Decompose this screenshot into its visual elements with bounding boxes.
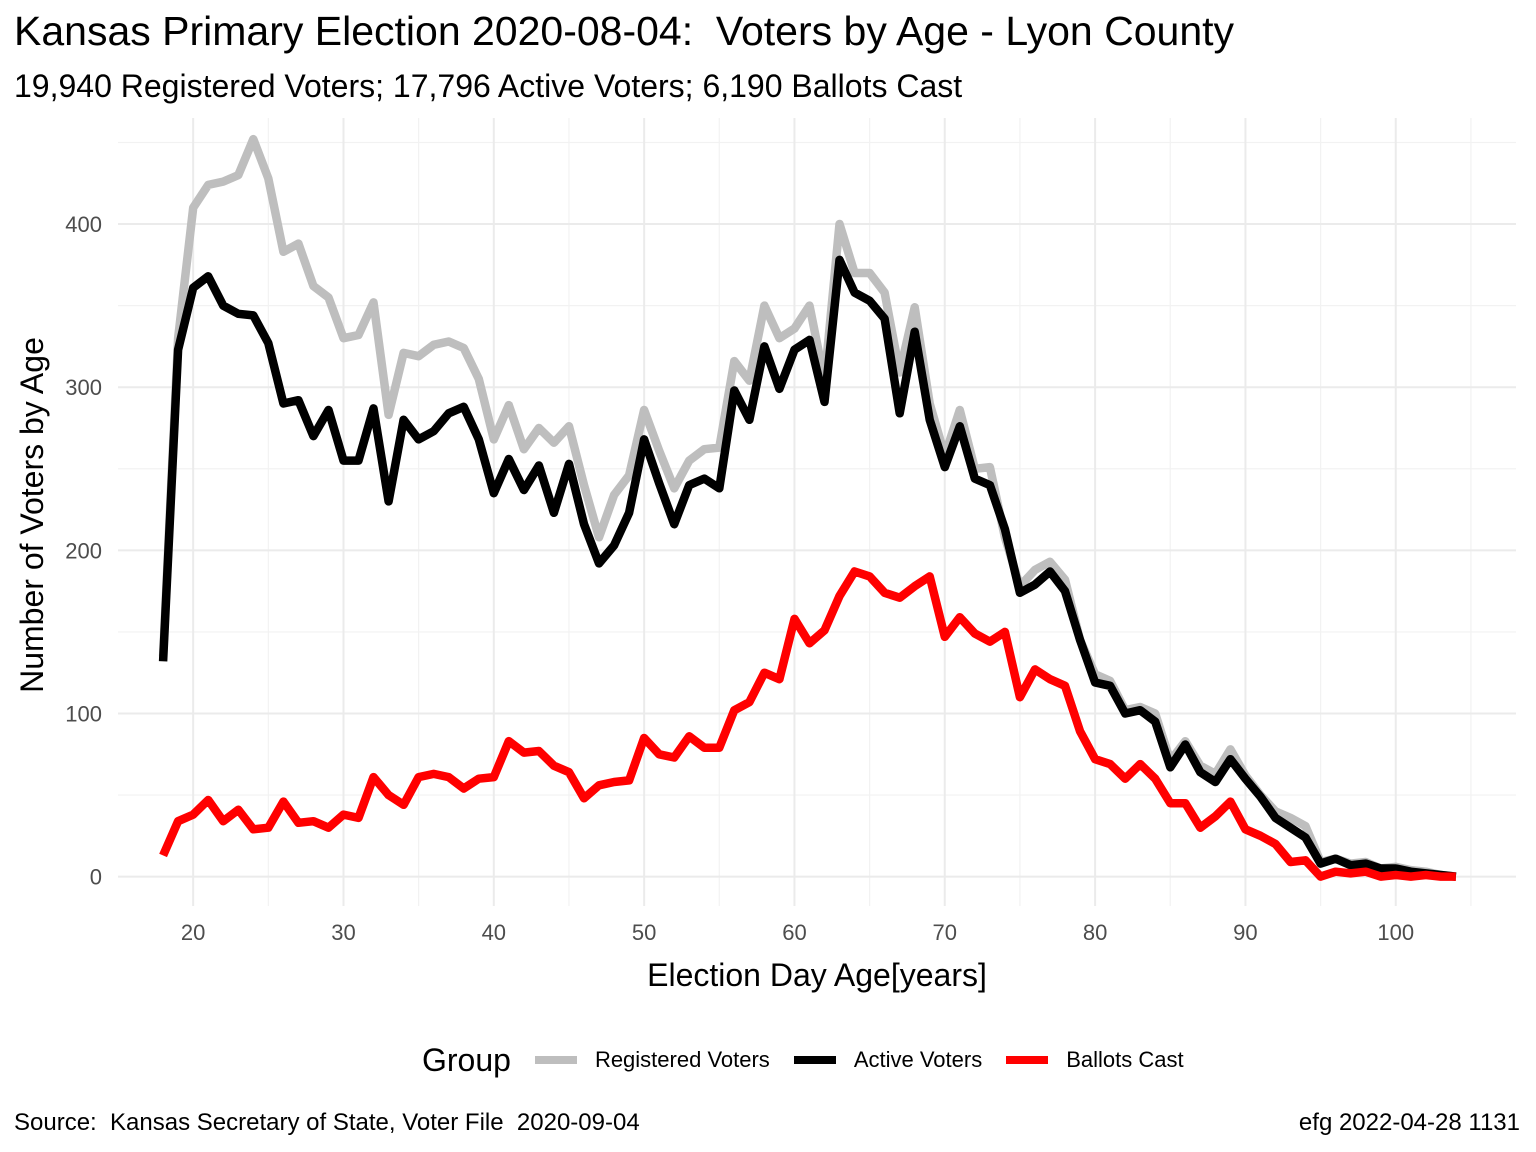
legend-item-ballots: Ballots Cast (1006, 1047, 1184, 1073)
legend-key-ballots (1006, 1056, 1049, 1064)
legend-key-active (793, 1056, 836, 1064)
x-tick-label: 70 (933, 920, 957, 945)
x-tick-label: 80 (1083, 920, 1107, 945)
legend-label-active: Active Voters (853, 1047, 983, 1072)
legend-item-active: Active Voters (793, 1047, 983, 1073)
series-line-registered-voters (158, 134, 1457, 881)
x-tick-label: 100 (1377, 920, 1414, 945)
legend-label-registered: Registered Voters (594, 1047, 770, 1072)
y-tick-label: 200 (65, 538, 102, 563)
tick-labels: 20 30 40 50 60 70 80 90 100 0 100 200 300 400 (65, 212, 1414, 945)
x-tick-label: 30 (331, 920, 355, 945)
x-tick-label: 90 (1233, 920, 1257, 945)
legend-title: Group (422, 1041, 511, 1078)
y-tick-label: 0 (90, 865, 102, 890)
y-axis-label: Number of Voters by Age (14, 337, 50, 693)
series-lines (158, 134, 1457, 881)
chart-title: Kansas Primary Election 2020-08-04: Vote… (14, 8, 1235, 54)
legend-label-ballots: Ballots Cast (1066, 1047, 1184, 1072)
series-line-active-voters (158, 255, 1457, 881)
series-line-ballots-cast (159, 567, 1456, 881)
x-tick-label: 40 (482, 920, 506, 945)
legend-item-registered: Registered Voters (534, 1047, 770, 1073)
legend-key-registered (534, 1056, 577, 1064)
x-tick-label: 50 (632, 920, 656, 945)
y-tick-label: 300 (65, 375, 102, 400)
y-tick-label: 400 (65, 212, 102, 237)
x-tick-label: 20 (181, 920, 205, 945)
credit-caption: efg 2022-04-28 1131 (1298, 1109, 1520, 1136)
source-caption: Source: Kansas Secretary of State, Voter… (14, 1109, 640, 1136)
chart-subtitle: 19,940 Registered Voters; 17,796 Active … (14, 68, 963, 104)
line-chart: 20 30 40 50 60 70 80 90 100 0 100 200 300 400 Electio… (14, 118, 1516, 993)
legend: Group Registered Voters Active Voters Ba… (422, 1038, 1208, 1082)
x-axis-label: Election Day Age[years] (647, 957, 987, 993)
grid (118, 118, 1516, 906)
y-tick-label: 100 (65, 701, 102, 726)
x-tick-label: 60 (782, 920, 806, 945)
